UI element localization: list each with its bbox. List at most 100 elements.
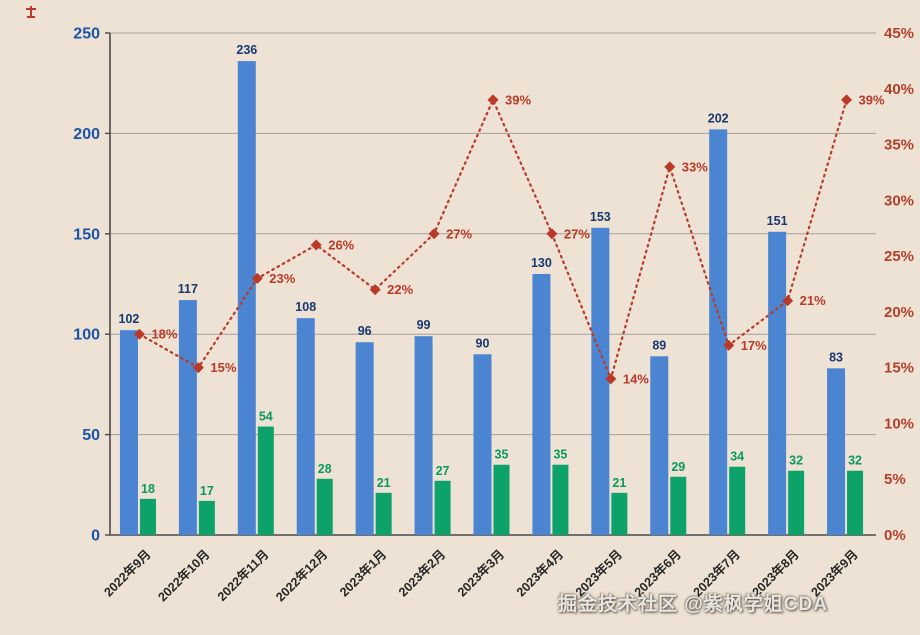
line-marker-diamond [487,94,499,106]
bar-blue-value: 102 [119,312,140,326]
line-value-label: 15% [210,360,236,375]
bar-blue-value: 83 [829,350,843,364]
bar-green-value: 21 [377,476,391,490]
bar-blue [768,231,787,536]
x-axis-label: 2022年10月 [155,547,213,605]
left-axis-tick-label: 250 [73,26,100,43]
bar-blue [414,336,433,535]
left-axis-tick-label: 150 [73,226,100,243]
bar-green-value: 29 [671,460,685,474]
bar-green-value: 27 [436,464,450,478]
bar-blue [650,356,669,535]
bar-blue [591,227,610,535]
line-marker-diamond [546,228,558,240]
bar-blue [709,129,728,535]
bar-green [257,426,274,535]
line-value-label: 33% [682,159,708,174]
line-marker-diamond [723,339,735,351]
line-value-label: 14% [623,371,649,386]
bar-blue-value: 108 [295,300,316,314]
bar-blue-value: 236 [236,43,257,57]
right-axis-tick-label: 45% [884,25,914,42]
bar-green-value: 34 [730,450,744,464]
bar-green [611,492,628,535]
line-marker-diamond [310,239,322,251]
line-value-label: 27% [564,226,590,241]
bar-green [552,464,569,535]
bar-green-value: 32 [848,454,862,468]
bar-green-value: 35 [495,448,509,462]
x-axis-label: 2023年1月 [336,547,389,600]
line-value-label: 21% [800,293,826,308]
line-marker-diamond [605,373,617,385]
right-axis-tick-label: 15% [884,360,914,377]
line-marker-diamond [841,94,853,106]
right-axis-tick-label: 20% [884,304,914,321]
bar-blue-value: 89 [652,338,666,352]
bar-green-value: 32 [789,454,803,468]
bar-green [375,492,392,535]
bar-blue [827,368,846,535]
line-value-label: 39% [505,92,531,107]
line-marker-diamond [428,228,440,240]
x-axis-label: 2022年12月 [273,547,331,605]
bar-blue [355,342,374,535]
line-marker-diamond [369,284,381,296]
bar-blue [178,300,197,535]
bar-green [316,478,333,535]
left-axis-tick-label: 200 [73,126,100,143]
line-marker-diamond [664,161,676,173]
line-value-label: 18% [151,327,177,342]
line-value-label: 27% [446,226,472,241]
bar-green [198,500,215,535]
line-marker-diamond [133,328,145,340]
line-value-label: 23% [269,271,295,286]
bar-green [788,470,805,535]
bar-green [729,466,746,535]
bar-green [847,470,864,535]
left-axis-tick-label: 0 [91,528,100,545]
right-axis-tick-label: 5% [884,471,906,488]
bar-green [493,464,510,535]
bar-blue-value: 96 [358,324,372,338]
x-axis-label: 2023年2月 [395,547,448,600]
bar-green [670,476,687,535]
bar-blue-value: 151 [767,214,788,228]
bar-blue-value: 130 [531,256,552,270]
bar-green-value: 28 [318,462,332,476]
line-value-label: 39% [859,92,885,107]
line-value-label: 26% [328,237,354,252]
bar-green-value: 17 [200,484,214,498]
right-axis-tick-label: 0% [884,527,906,544]
bar-green-value: 54 [259,410,273,424]
bar-green-value: 35 [553,448,567,462]
bar-blue-value: 99 [417,318,431,332]
bar-blue [237,61,256,535]
bar-blue [119,330,138,535]
line-marker-diamond [251,272,263,284]
x-axis-label: 2022年11月 [214,547,271,604]
watermark-text: 掘金技术社区 @紫枫学姐CDA [558,594,828,615]
bar-blue-value: 202 [708,111,729,125]
bar-blue-value: 153 [590,210,611,224]
left-axis-tick-label: 100 [73,327,100,344]
corner-mark-icon [24,4,38,20]
bar-blue [532,273,551,535]
bar-blue-value: 117 [178,282,198,296]
right-axis-tick-label: 40% [884,81,914,98]
line-marker-diamond [192,362,204,374]
right-axis-tick-label: 30% [884,192,914,209]
right-axis-tick-label: 25% [884,248,914,265]
right-axis-tick-label: 35% [884,137,914,154]
bar-blue-value: 90 [476,336,490,350]
x-axis-label: 2022年9月 [101,547,154,600]
bar-blue [473,354,492,535]
right-axis-tick-label: 10% [884,415,914,432]
line-marker-diamond [782,295,794,307]
bar-green-value: 18 [141,482,155,496]
line-value-label: 22% [387,282,413,297]
bar-blue [296,318,315,535]
bar-green [434,480,451,535]
